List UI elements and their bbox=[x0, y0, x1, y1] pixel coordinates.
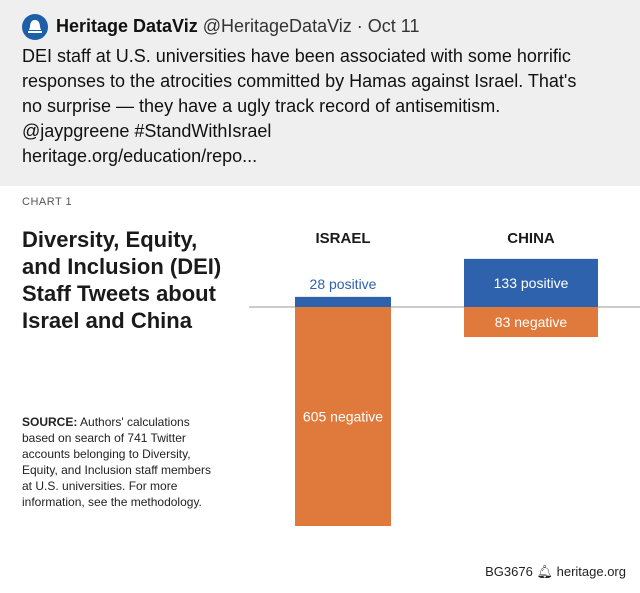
account-name[interactable]: Heritage DataViz bbox=[56, 16, 198, 36]
source-text: Authors' calculations based on search of… bbox=[22, 415, 211, 509]
footer: BG3676 🔔︎ heritage.org bbox=[485, 564, 626, 580]
tweet-date[interactable]: Oct 11 bbox=[367, 16, 420, 36]
heritage-bell-icon: 🔔︎ bbox=[536, 564, 553, 579]
source-prefix: SOURCE: bbox=[22, 415, 78, 429]
category-label-israel: ISRAEL bbox=[315, 230, 370, 247]
tweet-meta: Heritage DataViz @HeritageDataViz · Oct … bbox=[56, 16, 420, 37]
separator: · bbox=[356, 16, 363, 36]
tweet-text: DEI staff at U.S. universities have been… bbox=[22, 44, 628, 169]
source-note: SOURCE: Authors' calculations based on s… bbox=[22, 414, 212, 510]
positive-bar-israel bbox=[295, 296, 391, 307]
footer-site: heritage.org bbox=[556, 564, 626, 579]
tweet-header bbox=[0, 0, 640, 186]
chart-title: Diversity, Equity, and Inclusion (DEI) S… bbox=[22, 227, 222, 333]
tweet-line: no surprise — they have a ugly track rec… bbox=[22, 96, 501, 116]
account-handle[interactable]: @HeritageDataViz bbox=[202, 16, 352, 36]
chart-label: CHART 1 bbox=[22, 196, 73, 208]
report-code: BG3676 bbox=[485, 564, 533, 579]
tweet-line: responses to the atrocities committed by… bbox=[22, 71, 577, 91]
data-label-positive-china: 133 positive bbox=[494, 275, 569, 291]
negative-bar-china bbox=[464, 307, 598, 338]
positive-bar-china bbox=[464, 258, 598, 307]
data-label-negative-china: 83 negative bbox=[495, 314, 568, 330]
avatar[interactable] bbox=[22, 14, 48, 40]
data-label-positive-israel: 28 positive bbox=[310, 276, 377, 292]
tweet-link[interactable]: heritage.org/education/repo... bbox=[22, 146, 258, 166]
data-label-negative-israel: 605 negative bbox=[303, 409, 383, 425]
heritage-bell-icon bbox=[28, 20, 42, 33]
tweet-mentions[interactable]: @jaypgreene #StandWithIsrael bbox=[22, 121, 272, 141]
negative-bar-israel bbox=[295, 307, 391, 527]
category-label-china: CHINA bbox=[507, 230, 555, 247]
tweet-line: DEI staff at U.S. universities have been… bbox=[22, 46, 571, 66]
